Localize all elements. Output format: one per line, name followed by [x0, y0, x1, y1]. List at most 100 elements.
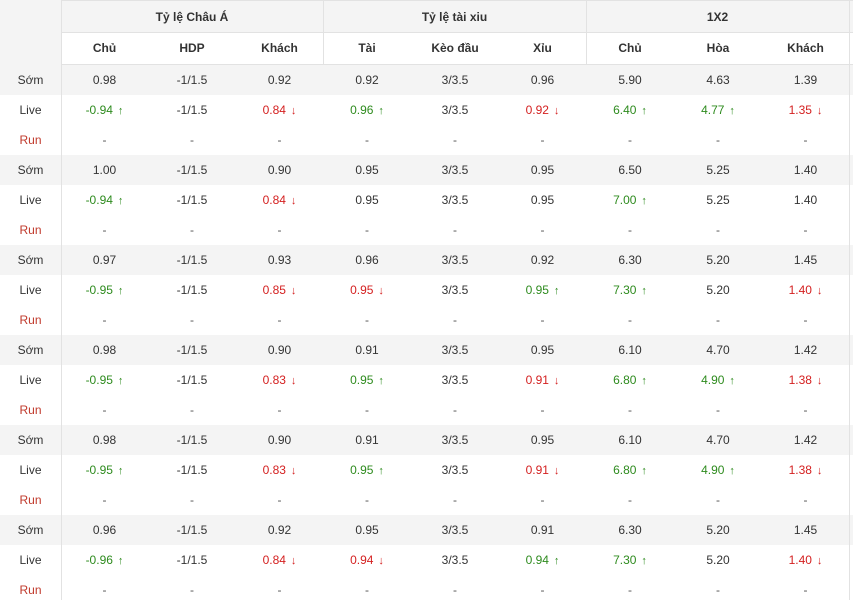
odds-cell-draw: 5.25 [706, 163, 730, 177]
odds-cell-home-win: 5.90 [618, 73, 642, 87]
odds-cell-away: 0.84 ↓ [236, 95, 323, 125]
odds-cell-empty: - [803, 133, 808, 147]
odds-cell-empty: - [102, 583, 107, 597]
odds-cell-empty: - [803, 583, 808, 597]
match-block: Sớm 1.00 -1/1.5 0.90 0.95 3/3.5 0.95 6.50 5.25 1.… [0, 155, 853, 245]
table-row-live: Live -0.94 ↑ -1/1.5 0.84 ↓ 0.96 ↑ 3/3.5 0.92 ↓ 6.40… [0, 95, 853, 125]
odds-value: 0.84 [262, 103, 286, 117]
odds-value: 4.90 [701, 463, 725, 477]
odds-cell-empty: - [277, 223, 282, 237]
odds-cell-empty: - [540, 133, 545, 147]
odds-cell-empty: - [453, 313, 457, 327]
arrow-down-icon: ↓ [378, 285, 384, 297]
odds-cell-over: 0.96 ↑ [323, 95, 411, 125]
table-row-run: Run - - - - - - - - - [0, 485, 853, 515]
odds-cell-away-win: 1.40 [762, 185, 849, 215]
row-label-early: Sớm [17, 433, 44, 447]
odds-value: 0.95 [355, 193, 379, 207]
odds-value: -1/1.5 [176, 283, 208, 297]
group-divider [323, 0, 324, 65]
odds-cell-over: 0.95 [355, 163, 379, 177]
row-label-run[interactable]: Run [19, 313, 42, 327]
table-row-live: Live -0.95 ↑ -1/1.5 0.83 ↓ 0.95 ↑ 3/3.5 0.91 ↓ 6.80… [0, 455, 853, 485]
odds-cell-away: 0.83 ↓ [236, 455, 323, 485]
odds-cell-empty: - [102, 313, 107, 327]
odds-cell-empty: - [803, 493, 808, 507]
group-divider [586, 0, 587, 65]
row-label-run[interactable]: Run [19, 493, 42, 507]
odds-value: 5.25 [706, 193, 730, 207]
odds-cell-line: 3/3.5 [411, 185, 499, 215]
col-title-over: Tài [358, 41, 376, 55]
odds-cell-away-win: 1.35 ↓ [762, 95, 849, 125]
odds-cell-handicap: -1/1.5 [148, 95, 236, 125]
odds-cell-empty: - [365, 223, 369, 237]
col-title-line: Kèo đầu [431, 41, 479, 55]
col-title-home: Chủ [92, 41, 117, 55]
odds-cell-empty: - [628, 133, 632, 147]
odds-value: 0.95 [525, 283, 549, 297]
odds-cell-under: 0.91 ↓ [499, 455, 586, 485]
odds-cell-home-win: 6.10 [618, 433, 642, 447]
odds-cell-draw: 5.20 [674, 275, 762, 305]
match-block: Sớm 0.98 -1/1.5 0.92 0.92 3/3.5 0.96 5.90 4.63 1.… [0, 65, 853, 155]
odds-cell-home-win: 6.80 ↑ [586, 455, 674, 485]
odds-value: 3/3.5 [441, 373, 469, 387]
odds-cell-empty: - [453, 403, 457, 417]
odds-value: 0.91 [525, 463, 549, 477]
arrow-up-icon: ↑ [117, 375, 124, 387]
odds-cell-home-win: 6.30 [618, 523, 642, 537]
row-label-run[interactable]: Run [19, 223, 42, 237]
odds-cell-empty: - [190, 133, 194, 147]
match-block: Sớm 0.98 -1/1.5 0.90 0.91 3/3.5 0.95 6.10 4.70 1.… [0, 335, 853, 425]
odds-value: 7.30 [613, 553, 637, 567]
odds-cell-under: 0.95 [530, 433, 555, 447]
odds-cell-draw: 4.77 ↑ [674, 95, 762, 125]
group-title-over-under: Tỷ lệ tài xiu [421, 10, 488, 24]
odds-cell-over: 0.95 ↑ [323, 455, 411, 485]
row-label-run[interactable]: Run [19, 583, 42, 597]
col-title-home-win: Chủ [618, 41, 642, 55]
table-row-live: Live -0.95 ↑ -1/1.5 0.83 ↓ 0.95 ↑ 3/3.5 0.91 ↓ 6.80… [0, 365, 853, 395]
odds-cell-handicap: -1/1.5 [148, 275, 236, 305]
odds-cell-handicap: -1/1.5 [176, 523, 208, 537]
odds-cell-away-win: 1.42 [793, 343, 818, 357]
table-row-run: Run - - - - - - - - - [0, 575, 853, 605]
odds-cell-empty: - [277, 133, 282, 147]
odds-cell-empty: - [803, 403, 808, 417]
row-label-run[interactable]: Run [19, 403, 42, 417]
odds-cell-home: 0.98 [92, 73, 117, 87]
odds-cell-over: 0.94 ↓ [323, 545, 411, 575]
row-label-live: Live [19, 553, 42, 567]
header-column-row: Chủ HDP Khách Tài Kèo đầu Xỉu Chủ Hòa Kh… [0, 32, 853, 65]
odds-value: 1.40 [793, 193, 818, 207]
group-title-asian-handicap: Tỷ lệ Châu Á [155, 10, 229, 24]
odds-cell-handicap: -1/1.5 [148, 545, 236, 575]
right-border [849, 0, 850, 600]
odds-value: 0.96 [350, 103, 374, 117]
odds-cell-empty: - [540, 223, 545, 237]
odds-cell-line: 3/3.5 [441, 73, 469, 87]
odds-value: -0.95 [85, 463, 113, 477]
odds-cell-draw: 5.20 [706, 253, 730, 267]
row-label-run[interactable]: Run [19, 133, 42, 147]
odds-cell-empty: - [628, 583, 632, 597]
odds-cell-away: 0.92 [267, 73, 292, 87]
odds-cell-away-win: 1.40 ↓ [762, 275, 849, 305]
odds-value: 3/3.5 [441, 283, 469, 297]
odds-value: 0.84 [262, 553, 286, 567]
arrow-down-icon: ↓ [290, 285, 297, 297]
arrow-down-icon: ↓ [553, 465, 560, 477]
odds-value: 6.80 [613, 373, 637, 387]
arrow-up-icon: ↑ [378, 375, 384, 387]
odds-cell-empty: - [190, 223, 194, 237]
odds-cell-empty: - [277, 583, 282, 597]
odds-cell-under: 0.95 ↑ [499, 275, 586, 305]
odds-value: 0.95 [350, 373, 374, 387]
col-title-handicap: HDP [179, 41, 205, 55]
arrow-down-icon: ↓ [378, 555, 384, 567]
odds-cell-empty: - [628, 493, 632, 507]
odds-cell-away-win: 1.42 [793, 433, 818, 447]
table-row-early: Sớm 0.96 -1/1.5 0.92 0.95 3/3.5 0.91 6.30 5.20 1.… [0, 515, 853, 545]
